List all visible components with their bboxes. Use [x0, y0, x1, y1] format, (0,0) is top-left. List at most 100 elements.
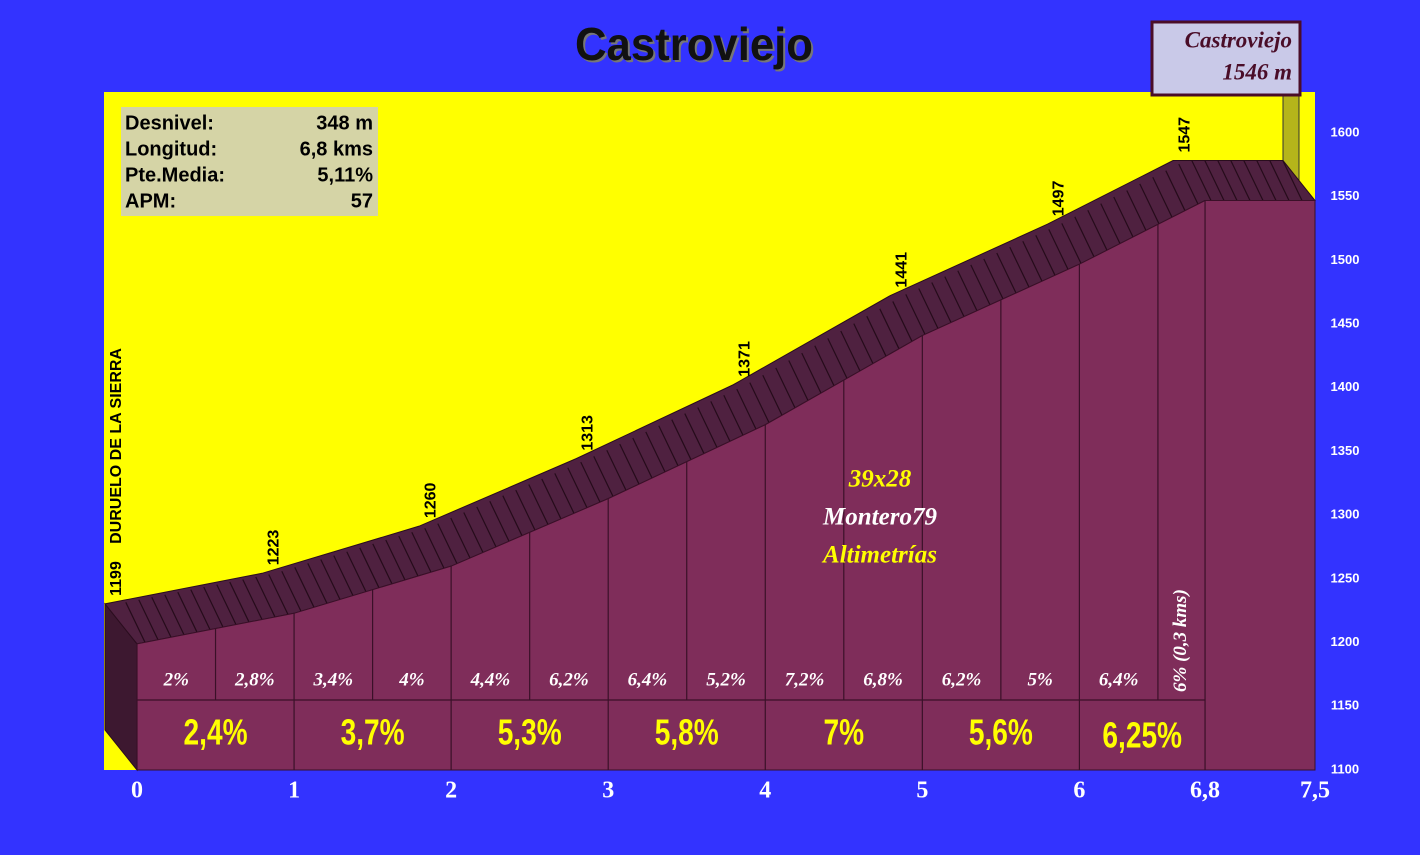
- y-tick-label: 1250: [1331, 570, 1360, 585]
- x-tick-label: 6,8: [1190, 778, 1220, 804]
- y-tick-label: 1300: [1331, 507, 1360, 522]
- hatch: [1035, 235, 1056, 276]
- gradient-label: 7%: [824, 712, 865, 752]
- hatch: [385, 539, 406, 581]
- hatch: [1165, 170, 1186, 211]
- gradient-label: 2%: [163, 669, 189, 690]
- hatch: [996, 252, 1017, 294]
- hatch: [567, 467, 588, 509]
- hatch: [476, 506, 497, 548]
- hatch: [229, 581, 250, 623]
- hatch: [749, 382, 770, 423]
- hatch: [1282, 160, 1303, 201]
- x-tick-label: 3: [602, 778, 614, 804]
- hatch: [736, 388, 757, 430]
- gradient-label: 3,4%: [313, 669, 354, 690]
- info-label: Longitud:: [125, 138, 217, 160]
- info-value: 348 m: [316, 112, 373, 134]
- hatch: [723, 394, 744, 436]
- hatch: [879, 308, 900, 350]
- hatch: [1074, 216, 1095, 258]
- sign-altitude: 1546 m: [1222, 59, 1292, 84]
- credit: Montero79: [822, 504, 937, 531]
- hatch: [1243, 160, 1264, 201]
- gradient-label: 2,8%: [234, 669, 275, 690]
- hatch: [372, 543, 393, 585]
- hatch: [1139, 183, 1160, 225]
- gradient-label: 6,4%: [628, 669, 668, 690]
- gradient-label: 6,8%: [863, 669, 903, 690]
- hatch: [1009, 246, 1030, 288]
- hatch: [775, 367, 796, 409]
- hatch: [151, 596, 172, 638]
- hatch: [294, 567, 315, 608]
- info-label: Desnivel:: [125, 112, 214, 134]
- hatch: [346, 551, 367, 592]
- gradient-label: 6,2%: [549, 669, 589, 690]
- hatch: [437, 523, 458, 564]
- info-box: [121, 107, 378, 216]
- hatch: [788, 360, 809, 401]
- hatch: [1022, 240, 1043, 282]
- hatch: [619, 443, 640, 485]
- hatch: [970, 264, 991, 306]
- gradient-label: 5,2%: [706, 669, 746, 690]
- altitude-label: 1199: [108, 561, 125, 596]
- credit: Altimetrías: [821, 542, 937, 569]
- y-tick-label: 1150: [1331, 698, 1359, 713]
- hatch: [489, 501, 510, 542]
- hatch: [866, 315, 887, 357]
- hatch: [450, 517, 471, 559]
- hatch: [411, 531, 432, 573]
- gradient-label: 2,4%: [184, 712, 248, 752]
- x-tick-label: 2: [445, 778, 457, 804]
- hatch: [606, 450, 627, 491]
- hatch: [164, 594, 185, 635]
- profile-layer: 1199 DURUELO DE LA SIERRA 1223 1260 1313 1371…: [104, 117, 1317, 772]
- hatch: [580, 461, 601, 503]
- hatch: [593, 456, 614, 497]
- y-tick-label: 1350: [1331, 443, 1360, 458]
- hatch: [359, 547, 380, 589]
- hatch: [1048, 229, 1069, 270]
- hatch: [931, 282, 952, 323]
- altitude-label: 1547: [1176, 117, 1193, 153]
- hatch: [125, 602, 146, 643]
- sign-name: Castroviejo: [1185, 27, 1292, 52]
- x-tick-label: 5: [916, 778, 928, 804]
- gradient-label: 5,6%: [969, 712, 1033, 752]
- hatch: [1204, 160, 1225, 201]
- altitude-label: 1497: [1051, 181, 1068, 217]
- gradient-label: 6,25%: [1102, 715, 1182, 755]
- hatch: [684, 413, 705, 454]
- hatch: [242, 579, 263, 620]
- x-tick-label: 4: [759, 778, 771, 804]
- altitude-label: 1371: [736, 341, 753, 377]
- x-tick-label: 7,5: [1300, 778, 1330, 804]
- info-label: APM:: [125, 190, 176, 212]
- gradient-label: 6,2%: [942, 669, 982, 690]
- y-tick-label: 1550: [1331, 188, 1360, 203]
- x-tick-label: 6: [1073, 778, 1085, 804]
- chart-title: Castroviejo: [575, 18, 813, 70]
- altitude-label: 1223: [265, 530, 282, 566]
- hatch: [1087, 209, 1108, 251]
- hatch: [398, 535, 419, 577]
- hatch: [1178, 163, 1199, 205]
- hatch: [320, 559, 341, 600]
- y-tick-label: 1500: [1331, 252, 1360, 267]
- hatch: [528, 484, 549, 525]
- hatch: [177, 591, 198, 633]
- hatch: [840, 330, 861, 372]
- hatch: [1230, 160, 1251, 201]
- hatch: [697, 407, 718, 448]
- gradient-label: 5,8%: [655, 712, 719, 752]
- gradient-label: 3,7%: [341, 712, 405, 752]
- hatch: [333, 555, 354, 596]
- hatch: [1217, 160, 1238, 201]
- hatch: [957, 270, 978, 311]
- hatch: [203, 586, 224, 628]
- hatch: [216, 584, 237, 625]
- hatch: [541, 478, 562, 520]
